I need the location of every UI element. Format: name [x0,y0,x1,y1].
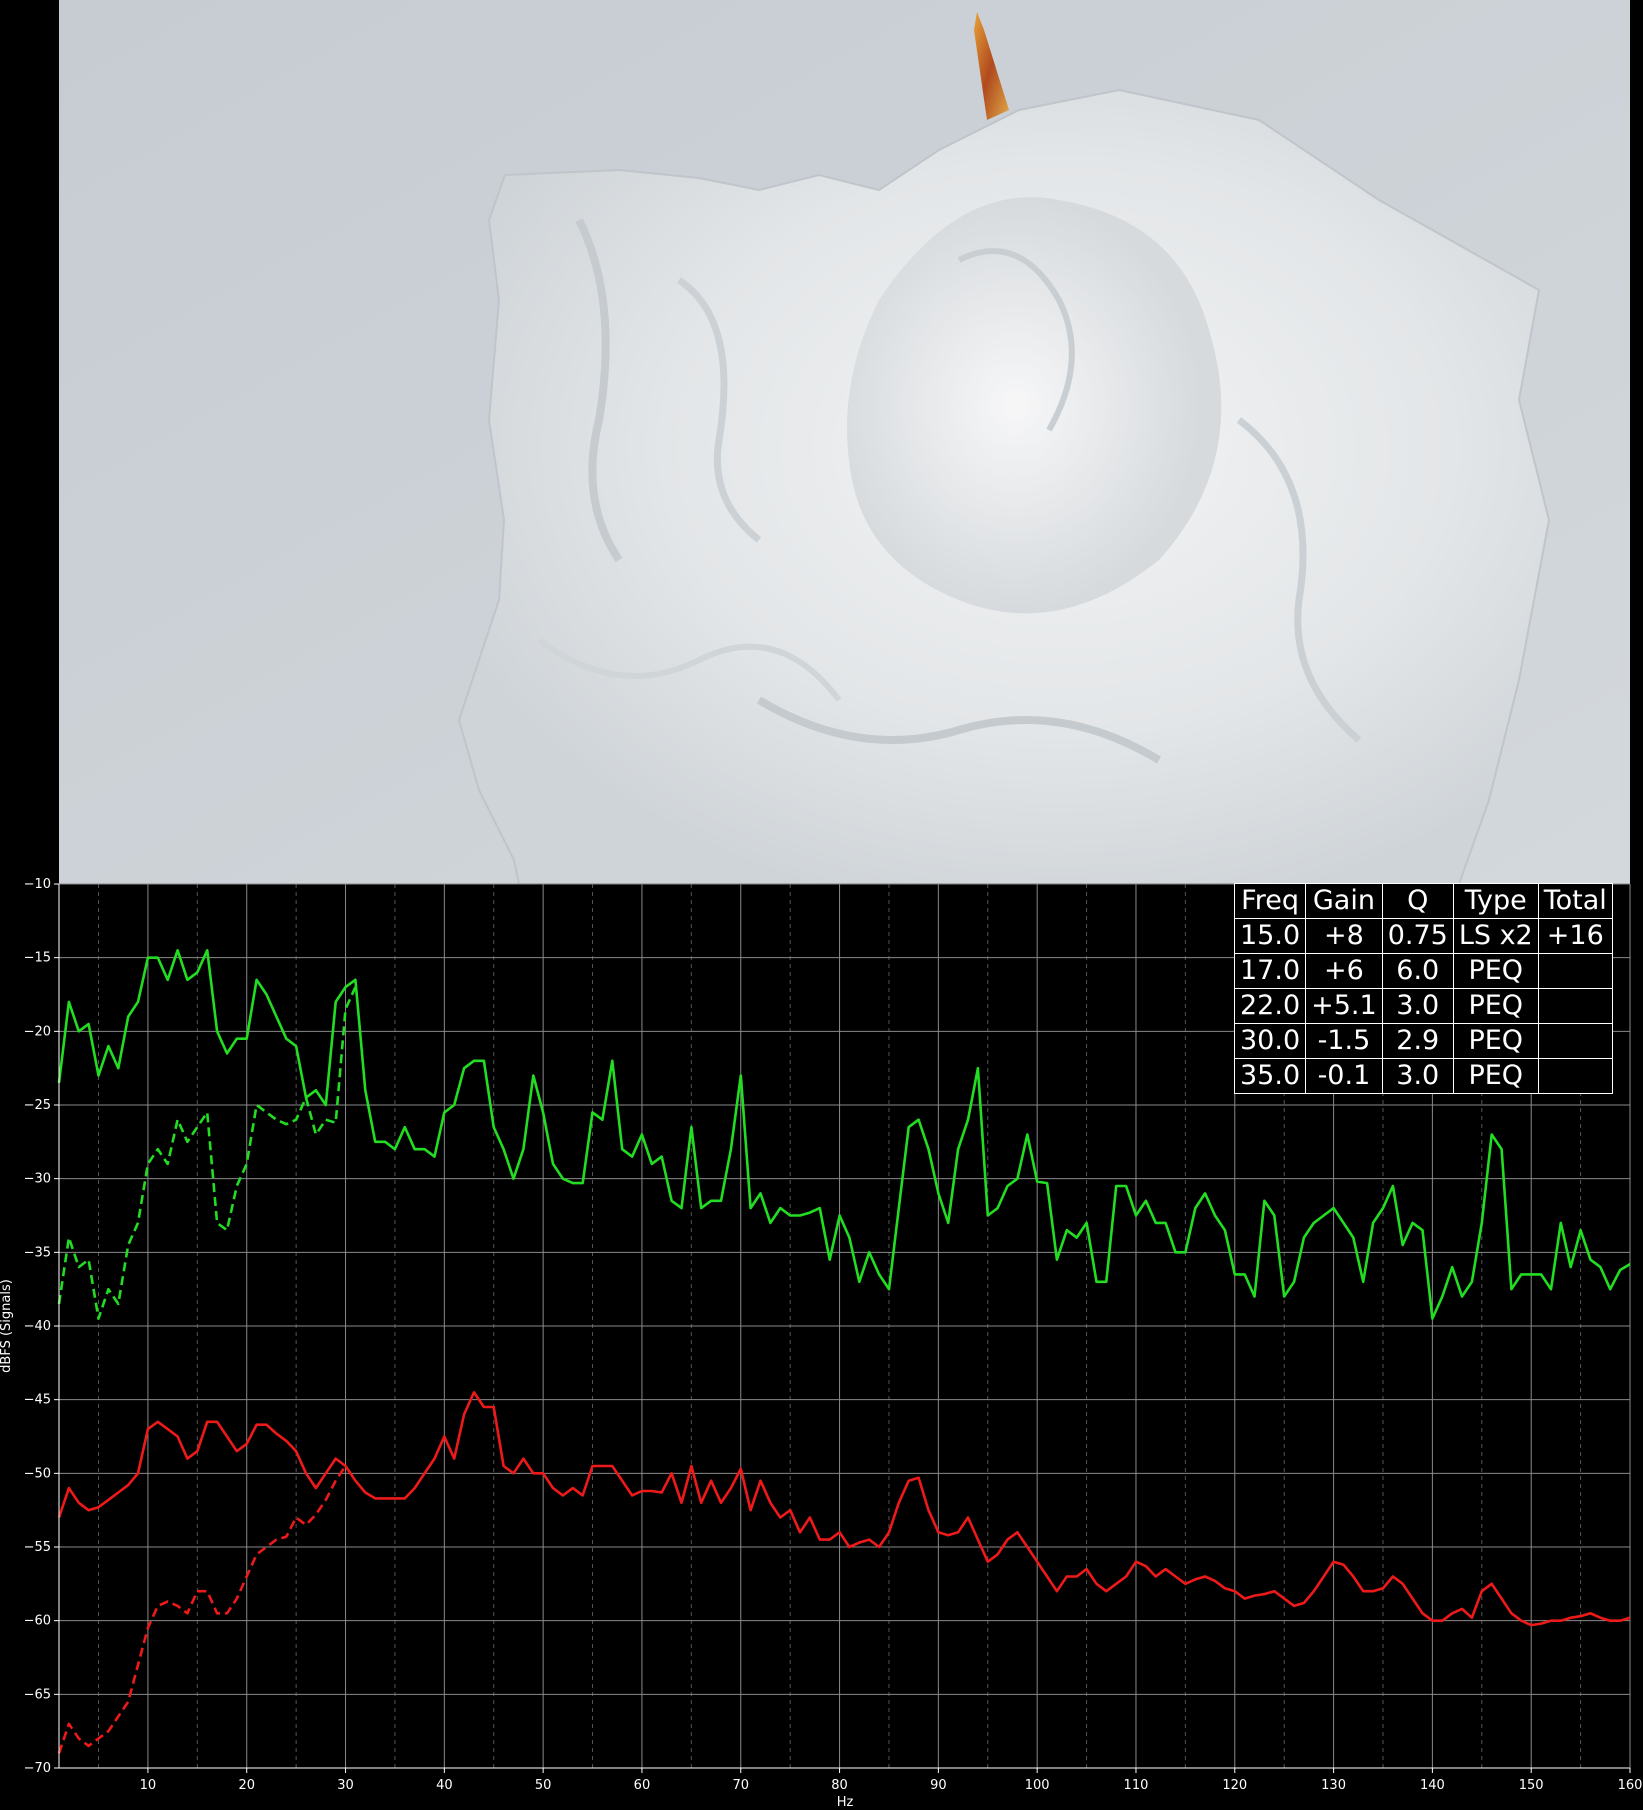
table-cell: 0.75 [1381,918,1454,954]
album-artwork-image [59,0,1630,884]
y-tick-label: −25 [24,1098,51,1113]
table-cell: PEQ [1452,1058,1539,1094]
series-lines [57,949,1631,1754]
x-tick-label: 10 [140,1778,157,1793]
table-cell: 2.9 [1381,1023,1454,1059]
series-line-2 [57,986,357,1320]
table-row: 15.0 +8 0.75 LS x2 +16 [1233,918,1613,954]
table-cell [1537,953,1613,989]
x-tick-label: 60 [634,1778,651,1793]
x-tick-label: 70 [732,1778,749,1793]
series-line-3 [57,1391,1631,1627]
x-tick-label: 150 [1519,1778,1544,1793]
table-cell: Total [1537,883,1613,919]
y-tick-label: −35 [24,1245,51,1260]
eq-settings-table: Freq Gain Q Type Total 15.0 +8 0.75 LS x2 +16 17.0… [1233,883,1613,1094]
table-cell: 17.0 [1233,953,1307,989]
table-cell: PEQ [1452,1023,1539,1059]
table-cell: 15.0 [1233,918,1307,954]
x-tick-label: 90 [930,1778,947,1793]
y-axis-label: dBFS (Signals) [0,1279,14,1373]
y-tick-label: −55 [24,1540,51,1555]
table-cell: PEQ [1452,988,1539,1024]
y-tick-label: −45 [24,1393,51,1408]
table-cell: LS x2 [1452,918,1539,954]
x-tick-label: 130 [1321,1778,1346,1793]
table-cell: Type [1452,883,1539,919]
x-tick-label: 20 [238,1778,255,1793]
y-tick-label: −70 [24,1761,51,1776]
series-line-1 [57,949,1631,1320]
x-tick-label: 50 [535,1778,552,1793]
table-row: 30.0 -1.5 2.9 PEQ [1233,1023,1613,1059]
table-cell: Gain [1305,883,1383,919]
x-tick-label: 110 [1124,1778,1149,1793]
table-cell: 30.0 [1233,1023,1307,1059]
table-cell: -0.1 [1305,1058,1383,1094]
table-cell: 35.0 [1233,1058,1307,1094]
table-cell: +8 [1305,918,1383,954]
table-cell: 3.0 [1381,988,1454,1024]
table-cell: PEQ [1452,953,1539,989]
x-tick-label: 100 [1025,1778,1050,1793]
table-cell: 3.0 [1381,1058,1454,1094]
table-row: 17.0 +6 6.0 PEQ [1233,953,1613,989]
x-tick-label: 30 [337,1778,354,1793]
x-tick-label: 80 [831,1778,848,1793]
table-header-row: Freq Gain Q Type Total [1233,883,1613,919]
table-cell: -1.5 [1305,1023,1383,1059]
table-cell: +6 [1305,953,1383,989]
x-axis-label: Hz [837,1795,854,1810]
table-row: 22.0 +5.1 3.0 PEQ [1233,988,1613,1024]
table-cell: 22.0 [1233,988,1307,1024]
y-tick-label: −10 [24,877,51,892]
table-cell [1537,1058,1613,1094]
y-tick-label: −30 [24,1172,51,1187]
y-tick-label: −60 [24,1614,51,1629]
axis-ticks: 10 20 30 40 50 60 70 80 90 100 110 120 130 140 150 160 −… [24,877,1643,1793]
x-tick-label: 120 [1222,1778,1247,1793]
y-tick-label: −40 [24,1319,51,1334]
table-cell [1537,988,1613,1024]
series-line-4 [57,1465,347,1754]
table-cell: 6.0 [1381,953,1454,989]
table-cell: +5.1 [1305,988,1383,1024]
y-tick-label: −65 [24,1687,51,1702]
table-cell: Q [1381,883,1454,919]
x-tick-label: 40 [436,1778,453,1793]
table-cell: Freq [1233,883,1307,919]
y-tick-label: −20 [24,1024,51,1039]
x-tick-label: 160 [1618,1778,1643,1793]
y-tick-label: −15 [24,951,51,966]
x-tick-label: 140 [1420,1778,1445,1793]
table-cell [1537,1023,1613,1059]
table-row: 35.0 -0.1 3.0 PEQ [1233,1058,1613,1094]
table-cell: +16 [1537,918,1613,954]
y-tick-label: −50 [24,1466,51,1481]
